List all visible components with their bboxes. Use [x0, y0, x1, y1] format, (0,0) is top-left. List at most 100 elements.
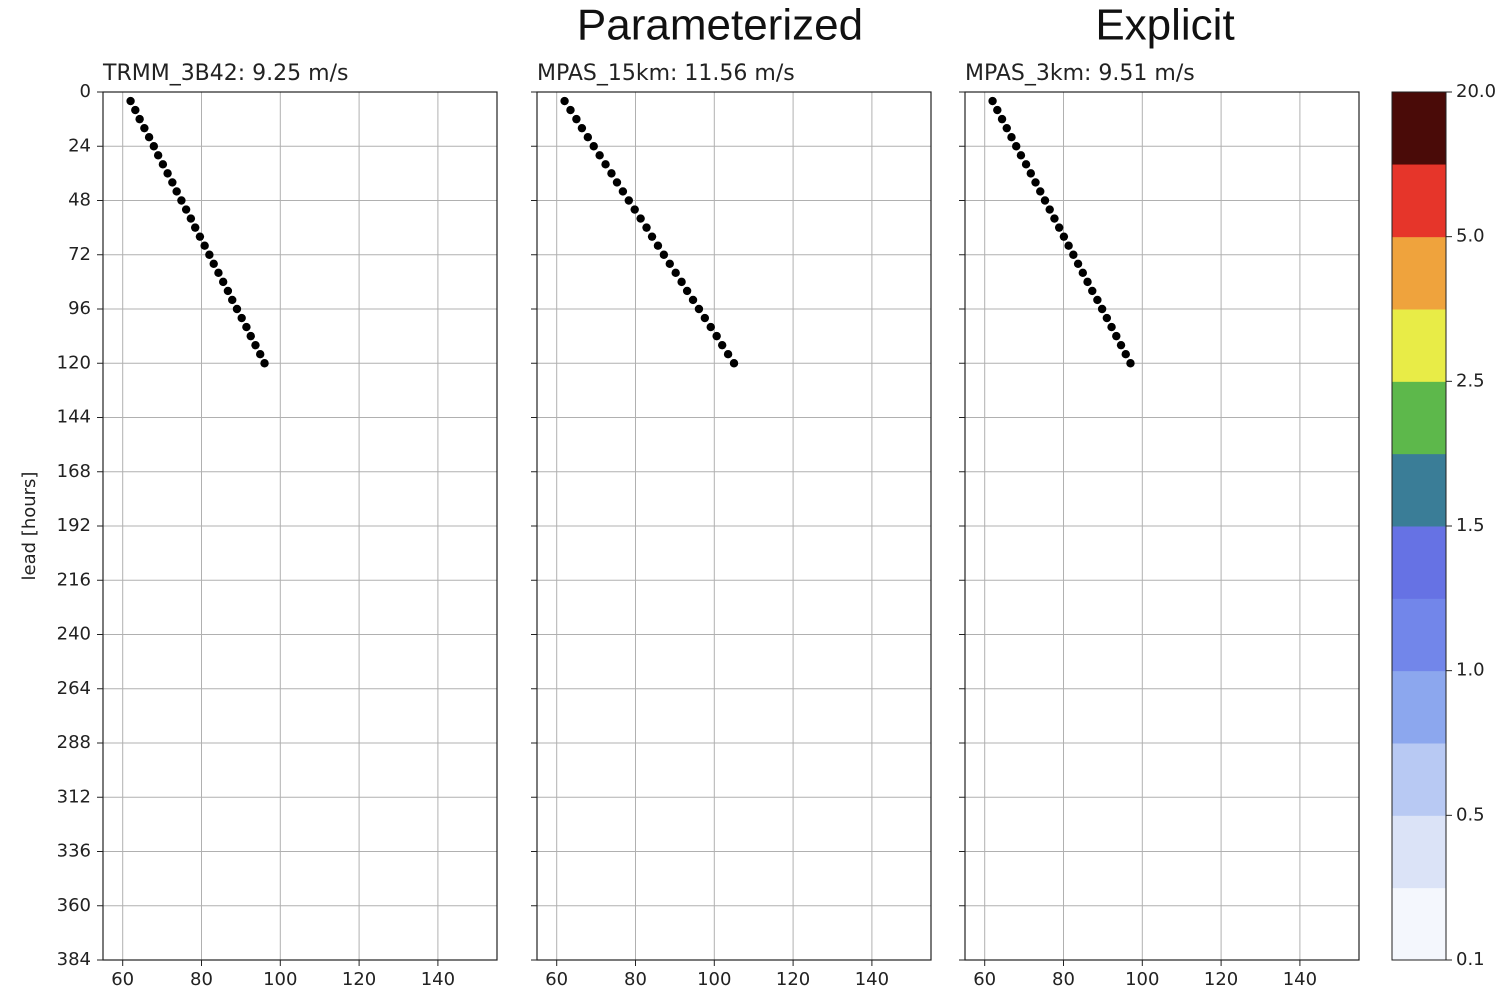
- header: Explicit: [1095, 1, 1234, 50]
- y-tick-label: 360: [57, 895, 91, 916]
- track-point: [1054, 223, 1064, 232]
- track-point: [1002, 123, 1011, 133]
- track-point: [205, 250, 214, 259]
- y-tick-label: 288: [57, 732, 91, 753]
- track-point: [677, 277, 686, 287]
- y-tick-label: 192: [57, 515, 91, 536]
- track-point: [729, 359, 739, 368]
- track-point: [1093, 295, 1102, 305]
- track-point: [1021, 160, 1031, 169]
- x-tick-label: 140: [855, 969, 889, 990]
- track-point: [1069, 250, 1078, 259]
- track-point: [607, 169, 616, 178]
- track-point: [1078, 268, 1088, 278]
- track-point: [601, 160, 610, 169]
- y-tick-label: 96: [68, 298, 91, 319]
- track-point: [700, 313, 710, 323]
- y-tick-label: 384: [57, 949, 91, 970]
- track-point: [572, 114, 581, 124]
- track-point: [260, 359, 269, 368]
- x-tick-label: 80: [1052, 969, 1075, 990]
- track-point: [228, 295, 237, 305]
- y-tick-label: 336: [57, 841, 91, 862]
- track-point: [653, 241, 663, 250]
- y-tick-label: 48: [68, 190, 91, 211]
- colorbar-label: 1.5: [1456, 515, 1485, 536]
- track-point: [177, 196, 186, 205]
- colorbar-label: 2.5: [1456, 370, 1485, 391]
- x-tick-label: 120: [342, 969, 376, 990]
- colorbar-band: [1392, 743, 1446, 816]
- colorbar-band: [1392, 164, 1446, 238]
- panel-title: TRMM_3B42: 9.25 m/s: [102, 61, 348, 86]
- track-point: [223, 286, 233, 296]
- track-point: [1088, 286, 1097, 296]
- track-point: [682, 286, 692, 296]
- plot-frame: [536, 91, 932, 961]
- track-point: [642, 223, 651, 232]
- track-point: [1121, 350, 1130, 359]
- colorbar-top: [1392, 92, 1446, 165]
- track-point: [153, 151, 163, 160]
- track-point: [624, 196, 634, 205]
- track-point: [237, 313, 246, 323]
- track-point: [583, 133, 593, 142]
- panel-title: MPAS_3km: 9.51 m/s: [965, 61, 1195, 86]
- track-point: [566, 105, 575, 115]
- header: Parameterized: [577, 1, 863, 50]
- track-point: [168, 178, 177, 187]
- track-point: [1040, 196, 1050, 205]
- track-point: [1050, 214, 1059, 223]
- x-tick-label: 80: [190, 969, 213, 990]
- colorbar-band: [1392, 887, 1446, 961]
- track-point: [671, 268, 680, 278]
- track-point: [1112, 331, 1121, 341]
- y-tick-label: 72: [68, 244, 91, 265]
- colorbar-label: 0.5: [1456, 804, 1485, 825]
- x-tick-label: 60: [111, 969, 134, 990]
- colorbar-band: [1392, 236, 1446, 310]
- y-tick-label: 240: [57, 624, 91, 645]
- x-tick-label: 120: [1204, 969, 1238, 990]
- track-point: [242, 322, 251, 332]
- colorbar-band: [1392, 598, 1446, 672]
- y-tick-label: 0: [80, 81, 91, 102]
- y-tick-label: 24: [68, 135, 91, 156]
- colorbar-label: 20.0: [1456, 81, 1496, 102]
- track-point: [1016, 151, 1026, 160]
- track-point: [988, 96, 997, 106]
- y-tick-label: 144: [57, 407, 91, 428]
- track-point: [717, 340, 727, 350]
- colorbar-band: [1392, 453, 1446, 527]
- track-point: [126, 96, 135, 106]
- y-tick-label: 312: [57, 786, 91, 807]
- track-point: [712, 331, 721, 341]
- track-point: [1126, 359, 1135, 368]
- track-point: [636, 214, 645, 223]
- track-point: [140, 123, 149, 133]
- track-point: [195, 232, 205, 241]
- y-tick-label: 216: [57, 569, 91, 590]
- track-point: [1064, 241, 1073, 250]
- track-point: [997, 114, 1007, 124]
- track-point: [186, 214, 196, 223]
- track-point: [1036, 187, 1045, 196]
- track-point: [694, 304, 704, 314]
- x-tick-label: 120: [776, 969, 810, 990]
- track-point: [246, 331, 255, 341]
- track-point: [665, 259, 674, 268]
- panel-title: MPAS_15km: 11.56 m/s: [537, 61, 795, 86]
- plot-frame: [964, 91, 1360, 961]
- x-tick-label: 80: [624, 969, 647, 990]
- track-point: [577, 123, 587, 133]
- track-point: [1097, 304, 1107, 314]
- track-point: [135, 114, 144, 124]
- x-tick-label: 60: [545, 969, 568, 990]
- track-point: [1116, 340, 1126, 350]
- track-point: [158, 160, 168, 169]
- y-tick-label: 168: [57, 461, 91, 482]
- y-tick-label: 120: [57, 352, 91, 373]
- colorbar-band: [1392, 381, 1446, 455]
- track-point: [1026, 169, 1035, 178]
